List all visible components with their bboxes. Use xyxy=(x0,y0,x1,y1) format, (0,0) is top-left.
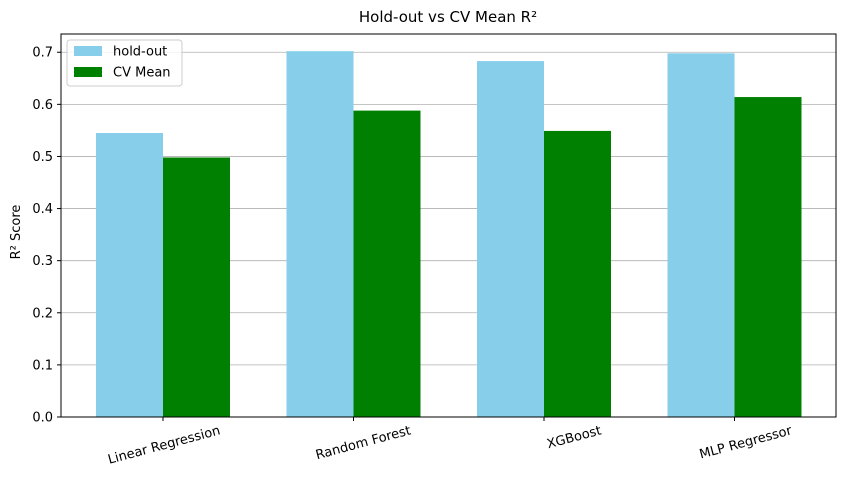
bar-holdout xyxy=(477,61,544,418)
y-axis-ticks: 0.0 0.1 0.2 0.3 0.4 0.5 0.6 0.7 xyxy=(32,46,61,426)
x-tick-label: MLP Regressor xyxy=(698,423,794,462)
x-tick-label: XGBoost xyxy=(545,423,603,452)
bar-cv-mean xyxy=(163,157,230,417)
legend-swatch xyxy=(74,67,102,77)
y-axis-label: R² Score xyxy=(9,205,24,260)
bar-holdout xyxy=(667,53,735,417)
y-tick-label: 0.5 xyxy=(32,150,53,165)
bars xyxy=(96,51,802,418)
bar-cv-mean xyxy=(734,97,802,418)
y-tick-label: 0.0 xyxy=(32,411,53,426)
y-tick-label: 0.4 xyxy=(32,202,53,217)
x-axis-ticks: Linear Regression Random Forest XGBoost MLP… xyxy=(106,417,794,468)
bar-cv-mean xyxy=(544,130,611,417)
chart-title: Hold-out vs CV Mean R² xyxy=(359,8,537,26)
legend-label: hold-out xyxy=(113,45,167,60)
legend: hold-out CV Mean xyxy=(66,39,183,87)
x-tick-label: Random Forest xyxy=(314,423,412,463)
bar-holdout xyxy=(96,133,163,417)
x-tick-label: Linear Regression xyxy=(106,423,222,467)
bar-holdout xyxy=(286,51,354,417)
legend-swatch xyxy=(74,46,102,56)
y-tick-label: 0.7 xyxy=(32,46,53,61)
y-tick-label: 0.1 xyxy=(32,358,53,373)
y-tick-label: 0.2 xyxy=(32,306,53,321)
y-tick-label: 0.6 xyxy=(32,98,53,113)
y-tick-label: 0.3 xyxy=(32,254,53,269)
plot-frame xyxy=(60,33,837,418)
bar-cv-mean xyxy=(353,110,421,417)
legend-label: CV Mean xyxy=(113,66,171,81)
